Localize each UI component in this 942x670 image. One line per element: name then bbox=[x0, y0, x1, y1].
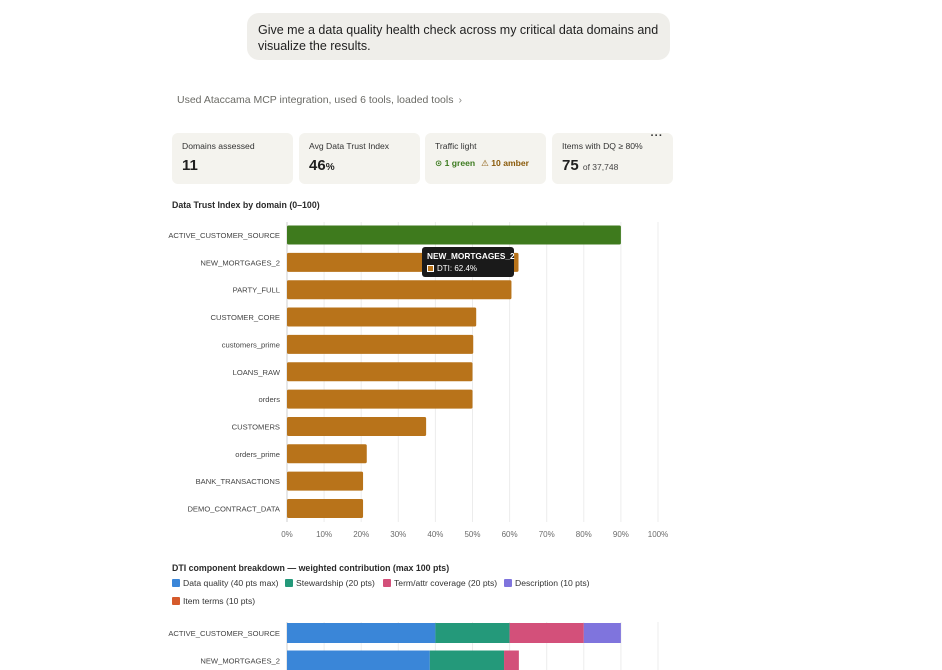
x-tick-label: 20% bbox=[353, 530, 369, 539]
dti-bar bbox=[287, 471, 364, 491]
dti-bar bbox=[287, 389, 473, 409]
dti-chart-title: Data Trust Index by domain (0–100) bbox=[172, 200, 320, 210]
x-tick-label: 70% bbox=[539, 530, 555, 539]
card-value: 11 bbox=[182, 157, 198, 174]
dti-bar bbox=[287, 280, 512, 300]
breakdown-chart-title: DTI component breakdown — weighted contr… bbox=[172, 563, 450, 573]
card-label: Avg Data Trust Index bbox=[309, 141, 390, 151]
legend-label: Term/attr coverage (20 pts) bbox=[394, 578, 498, 588]
y-category-label: orders bbox=[258, 395, 280, 404]
x-tick-label: 10% bbox=[316, 530, 332, 539]
legend-label: Description (10 pts) bbox=[515, 578, 590, 588]
y-category-label: customers_prime bbox=[222, 340, 280, 349]
card-avg-dti: Avg Data Trust Index 46% bbox=[299, 133, 420, 184]
card-value-sub: of 37,748 bbox=[582, 162, 619, 172]
chevron-right-icon: › bbox=[458, 94, 462, 106]
x-tick-label: 60% bbox=[502, 530, 518, 539]
more-options-icon[interactable]: ··· bbox=[650, 130, 663, 142]
tooltip-swatch bbox=[427, 265, 434, 272]
y-category-label: ACTIVE_CUSTOMER_SOURCE bbox=[168, 629, 280, 638]
legend-swatch bbox=[172, 579, 180, 587]
card-value: 46% bbox=[309, 157, 410, 174]
x-tick-label: 0% bbox=[281, 530, 293, 539]
dti-bar bbox=[287, 362, 473, 382]
tooltip-row: DTI: 62.4% bbox=[427, 264, 509, 273]
x-tick-label: 40% bbox=[427, 530, 443, 539]
breakdown-segment bbox=[435, 623, 510, 643]
legend-item-stewardship: Stewardship (20 pts) bbox=[285, 578, 375, 588]
legend-item-item-terms: Item terms (10 pts) bbox=[172, 596, 255, 606]
y-category-label: orders_prime bbox=[235, 450, 280, 459]
x-tick-label: 100% bbox=[648, 530, 668, 539]
legend-swatch bbox=[383, 579, 391, 587]
breakdown-segment bbox=[504, 650, 519, 670]
card-traffic-light: Traffic light ⊙ 1 green ⚠ 10 amber bbox=[425, 133, 546, 184]
breakdown-segment bbox=[287, 650, 430, 670]
dti-bar bbox=[287, 444, 367, 464]
x-tick-label: 30% bbox=[390, 530, 406, 539]
breakdown-segment bbox=[583, 623, 621, 643]
dti-bar bbox=[287, 499, 364, 518]
tools-used-label: Used Ataccama MCP integration, used 6 to… bbox=[177, 94, 454, 106]
card-value-number: 46 bbox=[309, 157, 326, 174]
tooltip-value: 62.4% bbox=[454, 264, 478, 273]
dti-bar bbox=[287, 225, 621, 245]
tooltip-series: DTI bbox=[437, 264, 450, 273]
legend-swatch bbox=[172, 597, 180, 605]
breakdown-segment bbox=[509, 623, 584, 643]
legend-item-data-quality: Data quality (40 pts max) bbox=[172, 578, 279, 588]
y-category-label: NEW_MORTGAGES_2 bbox=[200, 657, 280, 666]
traffic-light-values: ⊙ 1 green ⚠ 10 amber bbox=[435, 158, 536, 169]
tooltip-title: NEW_MORTGAGES_2 bbox=[427, 251, 515, 261]
y-category-label: CUSTOMERS bbox=[232, 422, 280, 431]
legend-label: Stewardship (20 pts) bbox=[296, 578, 375, 588]
legend-item-term-coverage: Term/attr coverage (20 pts) bbox=[383, 578, 497, 588]
y-category-label: DEMO_CONTRACT_DATA bbox=[187, 505, 280, 514]
x-tick-label: 50% bbox=[464, 530, 480, 539]
card-label: Domains assessed bbox=[182, 141, 255, 151]
card-label: Items with DQ ≥ 80% bbox=[562, 141, 643, 151]
legend-swatch bbox=[504, 579, 512, 587]
breakdown-segment bbox=[429, 650, 505, 670]
y-category-label: BANK_TRANSACTIONS bbox=[196, 477, 280, 486]
y-category-label: ACTIVE_CUSTOMER_SOURCE bbox=[168, 231, 280, 240]
card-value-number: 75 bbox=[562, 157, 579, 174]
chart-tooltip: NEW_MORTGAGES_2 DTI: 62.4% bbox=[422, 247, 515, 277]
traffic-green-count: ⊙ 1 green bbox=[435, 158, 476, 168]
y-category-label: CUSTOMER_CORE bbox=[211, 313, 280, 322]
dti-bar bbox=[287, 307, 477, 327]
card-domains-assessed: Domains assessed 11 bbox=[172, 133, 293, 184]
dti-bar bbox=[287, 334, 474, 354]
summary-cards: Domains assessed 11 Avg Data Trust Index… bbox=[172, 130, 673, 184]
dti-bar bbox=[287, 416, 427, 436]
breakdown-segment bbox=[287, 623, 436, 643]
legend-swatch bbox=[285, 579, 293, 587]
card-value-unit: % bbox=[325, 162, 335, 173]
card-items-dq: ··· Items with DQ ≥ 80% 75 of 37,748 bbox=[552, 130, 673, 184]
y-category-label: NEW_MORTGAGES_2 bbox=[200, 258, 280, 267]
y-category-label: PARTY_FULL bbox=[233, 286, 280, 295]
x-tick-label: 90% bbox=[613, 530, 629, 539]
legend-item-description: Description (10 pts) bbox=[504, 578, 590, 588]
legend-label: Data quality (40 pts max) bbox=[183, 578, 279, 588]
user-message-bubble: Give me a data quality health check acro… bbox=[247, 13, 670, 60]
traffic-amber-count: ⚠ 10 amber bbox=[481, 158, 530, 168]
card-label: Traffic light bbox=[435, 141, 477, 151]
y-category-label: LOANS_RAW bbox=[233, 368, 281, 377]
x-tick-label: 80% bbox=[576, 530, 592, 539]
tools-used-disclosure[interactable]: Used Ataccama MCP integration, used 6 to… bbox=[177, 94, 462, 106]
legend-label: Item terms (10 pts) bbox=[183, 596, 256, 606]
card-value: 75 of 37,748 bbox=[562, 157, 663, 174]
